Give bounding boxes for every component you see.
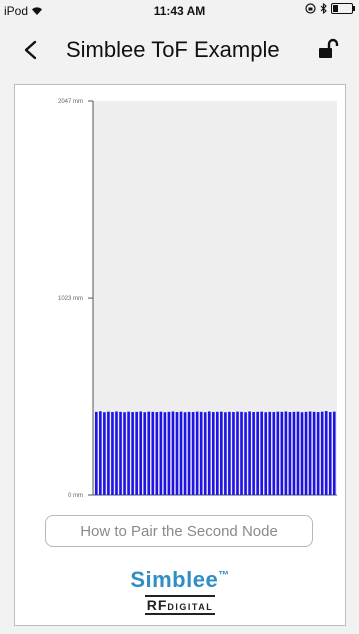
status-time: 11:43 AM xyxy=(153,4,206,18)
chart-bar xyxy=(195,411,199,495)
chart-bar xyxy=(111,412,114,495)
chart-bar xyxy=(276,411,280,495)
chart-bar xyxy=(187,411,191,495)
chart-bar xyxy=(232,412,235,495)
chart-bar xyxy=(296,411,300,495)
chart-bar xyxy=(179,411,183,495)
logo-rf-digital: RFDIGITAL xyxy=(144,595,216,615)
logo-rf-text: RF xyxy=(146,597,168,613)
logo-trademark: ™ xyxy=(218,569,230,582)
unlocked-padlock-icon[interactable] xyxy=(317,38,339,60)
chart-bar xyxy=(203,412,207,495)
chart-bar xyxy=(284,411,288,495)
chart-bar xyxy=(95,411,98,495)
chart-bar xyxy=(143,412,147,495)
chart-bar xyxy=(272,412,276,495)
chart-bar xyxy=(300,412,304,495)
chart-bar xyxy=(280,411,284,495)
chart-bar xyxy=(216,411,219,495)
chart-bar xyxy=(167,411,171,495)
chart-bar xyxy=(123,412,126,495)
pair-second-node-button[interactable]: How to Pair the Second Node xyxy=(45,515,313,547)
chevron-left-icon[interactable] xyxy=(22,40,40,60)
chart-bar xyxy=(211,412,215,495)
chart-bar xyxy=(320,411,324,495)
chart-bar xyxy=(256,411,259,495)
bluetooth-icon xyxy=(320,3,327,14)
logo-digital-text: DIGITAL xyxy=(167,602,214,612)
chart-bar xyxy=(324,411,328,495)
chart-bar xyxy=(175,412,179,495)
chart-bar xyxy=(316,412,320,495)
chart-bar xyxy=(127,411,130,495)
battery-icon xyxy=(331,3,355,14)
chart-bar xyxy=(147,411,151,495)
chart-bar xyxy=(107,411,110,495)
chart-bar xyxy=(288,412,292,495)
chart-bar xyxy=(268,411,272,495)
chart-bar xyxy=(99,411,102,495)
chart-bar xyxy=(224,412,227,495)
chart-bar xyxy=(135,411,138,495)
chart-bar xyxy=(240,411,243,495)
chart-bar xyxy=(244,412,247,495)
logo-brand: Simblee™ xyxy=(15,567,345,593)
logo-brand-text: Simblee xyxy=(130,567,219,592)
chart-bar xyxy=(183,412,187,495)
y-tick-label: 1023 mm xyxy=(58,296,83,302)
y-tick-label: 2047 mm xyxy=(58,99,83,105)
content-panel: 2047 mm 1023 mm 0 mm How to Pair the Secon… xyxy=(14,84,346,626)
chart-bar xyxy=(220,411,223,495)
chart-bar xyxy=(115,411,118,495)
chart-bar xyxy=(332,411,336,495)
chart-bar xyxy=(264,412,268,495)
chart-bar xyxy=(151,411,155,495)
status-icons xyxy=(305,3,355,14)
chart-bar xyxy=(236,411,239,495)
carrier-label: iPod xyxy=(4,4,43,18)
chart-bar xyxy=(163,412,167,495)
chart-bar xyxy=(304,411,308,495)
chart-bar xyxy=(207,411,211,495)
chart-bar xyxy=(119,411,122,495)
chart-bar xyxy=(103,412,106,495)
chart-bar xyxy=(171,411,175,495)
chart-bar xyxy=(159,411,163,495)
wifi-icon xyxy=(32,7,43,15)
chart-bar xyxy=(228,411,231,495)
chart-bar xyxy=(308,411,312,495)
chart-bar xyxy=(260,411,263,495)
simblee-logo: Simblee™ RFDIGITAL xyxy=(15,567,345,615)
orientation-lock-icon xyxy=(305,3,316,14)
chart-bar xyxy=(312,411,316,495)
chart-bar xyxy=(328,412,332,495)
chart-bar xyxy=(191,412,195,495)
chart-bar xyxy=(131,412,134,495)
navigation-bar: Simblee ToF Example xyxy=(0,26,359,70)
chart-bar xyxy=(199,411,203,495)
status-bar: iPod 11:43 AM xyxy=(0,0,359,22)
page-title: Simblee ToF Example xyxy=(66,37,280,62)
chart-bar xyxy=(292,411,296,495)
carrier-text: iPod xyxy=(4,4,29,18)
chart-bar xyxy=(155,412,159,495)
chart-bar xyxy=(139,411,142,495)
distance-chart: 2047 mm 1023 mm 0 mm xyxy=(58,99,337,499)
chart-bar xyxy=(252,412,255,495)
y-tick-label: 0 mm xyxy=(68,493,83,499)
chart-bar xyxy=(248,411,251,495)
